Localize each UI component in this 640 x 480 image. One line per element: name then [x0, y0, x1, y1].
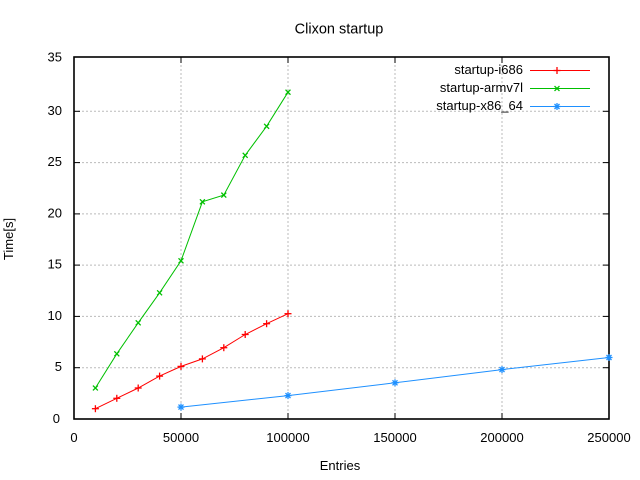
svg-text:Entries: Entries	[320, 458, 361, 473]
svg-text:0: 0	[70, 430, 77, 445]
svg-text:10: 10	[48, 308, 62, 323]
svg-text:startup-i686: startup-i686	[454, 62, 523, 77]
svg-text:25: 25	[48, 154, 62, 169]
svg-text:0: 0	[53, 411, 60, 426]
svg-text:15: 15	[48, 257, 62, 272]
svg-text:5: 5	[55, 359, 62, 374]
svg-text:Time[s]: Time[s]	[1, 218, 16, 260]
svg-text:20: 20	[48, 205, 62, 220]
svg-text:35: 35	[48, 50, 62, 65]
svg-text:200000: 200000	[480, 430, 523, 445]
svg-text:startup-x86_64: startup-x86_64	[436, 98, 523, 113]
svg-text:Clixon startup: Clixon startup	[295, 22, 384, 38]
svg-text:150000: 150000	[373, 430, 416, 445]
svg-text:startup-armv7l: startup-armv7l	[440, 80, 523, 95]
svg-text:30: 30	[48, 103, 62, 118]
svg-text:50000: 50000	[163, 430, 199, 445]
svg-text:250000: 250000	[587, 430, 630, 445]
svg-text:100000: 100000	[266, 430, 309, 445]
